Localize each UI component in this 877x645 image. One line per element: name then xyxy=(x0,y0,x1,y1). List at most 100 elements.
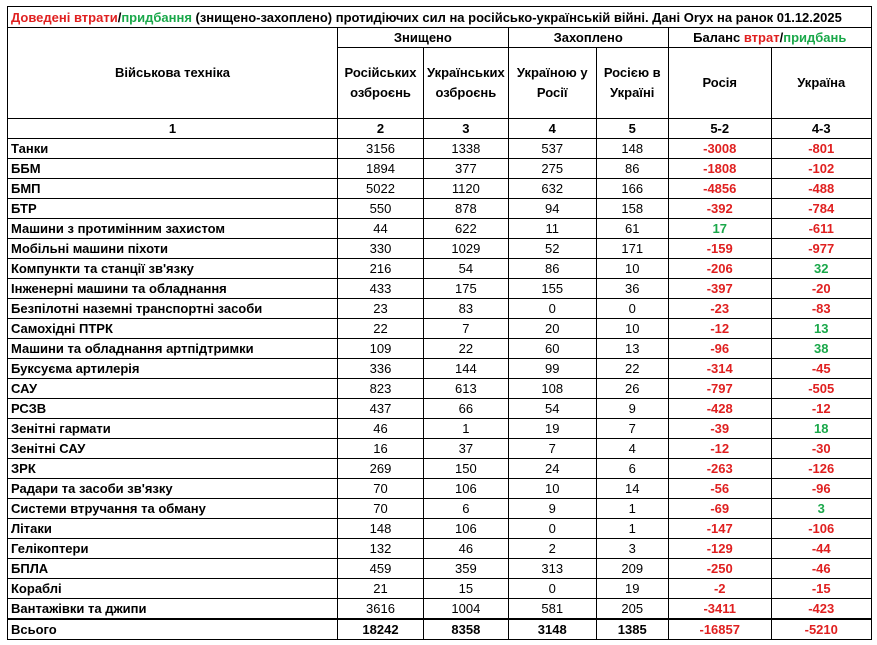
cell-value: 18 xyxy=(770,418,872,439)
row-label: Компункти та станції зв'язку xyxy=(7,258,338,279)
cell-value: 52 xyxy=(507,238,597,259)
row-label: Вантажівки та джипи xyxy=(7,598,338,620)
cell-value: 275 xyxy=(507,158,597,179)
cell-value: -797 xyxy=(667,378,772,399)
cell-value: 7 xyxy=(507,438,597,459)
title-row: Доведені втрати/придбання (знищено-захоп… xyxy=(7,6,872,28)
cell-value: 377 xyxy=(423,158,509,179)
column-number: 5 xyxy=(595,118,669,139)
data-row: Інженерні машини та обладнання 433 175 155 3… xyxy=(7,278,872,299)
cell-value: -423 xyxy=(770,598,872,620)
cell-value: 23 xyxy=(337,298,424,319)
cell-value: -23 xyxy=(667,298,772,319)
data-row: Вантажівки та джипи 3616 1004 581 205 -3411 -4… xyxy=(7,598,872,620)
row-label: Гелікоптери xyxy=(7,538,338,559)
cell-value: 1 xyxy=(595,518,669,539)
cell-value: -263 xyxy=(667,458,772,479)
cell-value: 44 xyxy=(337,218,424,239)
column-header: Росія xyxy=(667,47,772,119)
cell-value: -16857 xyxy=(667,618,772,640)
data-row: Безпілотні наземні транспортні засоби 23 8… xyxy=(7,298,872,319)
cell-value: 60 xyxy=(507,338,597,359)
balance-part: втрат xyxy=(743,30,780,45)
column-header: Українських озброєнь xyxy=(423,47,509,119)
cell-value: 22 xyxy=(423,338,509,359)
column-number: 1 xyxy=(7,118,338,139)
cell-value: -4856 xyxy=(667,178,772,199)
cell-value: 106 xyxy=(423,518,509,539)
data-row: БТР 550 878 94 158 -392 -784 xyxy=(7,198,872,219)
column-number: 4-3 xyxy=(770,118,872,139)
cell-value: 9 xyxy=(507,498,597,519)
cell-value: 8358 xyxy=(423,618,509,640)
cell-value: -505 xyxy=(770,378,872,399)
cell-value: 16 xyxy=(337,438,424,459)
cell-value: 99 xyxy=(507,358,597,379)
cell-value: 21 xyxy=(337,578,424,599)
cell-value: 1894 xyxy=(337,158,424,179)
cell-value: 581 xyxy=(507,598,597,620)
cell-value: 32 xyxy=(770,258,872,279)
cell-value: 433 xyxy=(337,278,424,299)
cell-value: 70 xyxy=(337,498,424,519)
cell-value: -20 xyxy=(770,278,872,299)
data-row: Зенітні САУ 16 37 7 4 -12 -30 xyxy=(7,438,872,459)
data-row: БПЛА 459 359 313 209 -250 -46 xyxy=(7,558,872,579)
cell-value: 878 xyxy=(423,198,509,219)
cell-value: 205 xyxy=(595,598,669,620)
balance-part: / xyxy=(779,30,784,45)
column-number-row: 1 2 3 4 5 5-2 4-3 xyxy=(7,118,872,139)
cell-value: 155 xyxy=(507,278,597,299)
cell-value: 823 xyxy=(337,378,424,399)
data-row: ББМ 1894 377 275 86 -1808 -102 xyxy=(7,158,872,179)
row-label: БПЛА xyxy=(7,558,338,579)
cell-value: 7 xyxy=(423,318,509,339)
cell-value: 0 xyxy=(507,578,597,599)
column-number: 5-2 xyxy=(667,118,772,139)
group-header-row: Військова техніка Знищено Захоплено Баланс … xyxy=(7,27,872,119)
row-label: Зенітні САУ xyxy=(7,438,338,459)
cell-value: 6 xyxy=(423,498,509,519)
cell-value: 38 xyxy=(770,338,872,359)
column-number: 4 xyxy=(507,118,597,139)
cell-value: 144 xyxy=(423,358,509,379)
cell-value: 22 xyxy=(337,318,424,339)
column-header: Росією в Україні xyxy=(595,47,669,119)
title-part: придбання xyxy=(121,9,192,25)
data-row: РСЗВ 437 66 54 9 -428 -12 xyxy=(7,398,872,419)
cell-value: 6 xyxy=(595,458,669,479)
losses-table: Доведені втрати/придбання (знищено-захоп… xyxy=(7,6,872,640)
row-label: Системи втручання та обману xyxy=(7,498,338,519)
data-row: Кораблі 21 15 0 19 -2 -15 xyxy=(7,578,872,599)
cell-value: 22 xyxy=(595,358,669,379)
cell-value: -83 xyxy=(770,298,872,319)
cell-value: 3148 xyxy=(507,618,597,640)
cell-value: 550 xyxy=(337,198,424,219)
cell-value: -314 xyxy=(667,358,772,379)
cell-value: -2 xyxy=(667,578,772,599)
data-row: САУ 823 613 108 26 -797 -505 xyxy=(7,378,872,399)
cell-value: 20 xyxy=(507,318,597,339)
cell-value: 1 xyxy=(595,498,669,519)
cell-value: -250 xyxy=(667,558,772,579)
cell-value: 9 xyxy=(595,398,669,419)
balance-part: придбань xyxy=(783,30,847,45)
cell-value: 537 xyxy=(507,138,597,159)
cell-value: -1808 xyxy=(667,158,772,179)
group-header: Баланс втрат/придбань xyxy=(667,27,872,48)
cell-value: 3 xyxy=(770,498,872,519)
balance-part: Баланс xyxy=(693,30,744,45)
column-header: Україною у Росії xyxy=(507,47,597,119)
cell-value: -5210 xyxy=(770,618,872,640)
total-row: Всього 18242 8358 3148 1385 -16857 -5210 xyxy=(7,618,872,640)
cell-value: 313 xyxy=(507,558,597,579)
cell-value: -488 xyxy=(770,178,872,199)
cell-value: -3008 xyxy=(667,138,772,159)
row-label: Радари та засоби зв'язку xyxy=(7,478,338,499)
row-label: Безпілотні наземні транспортні засоби xyxy=(7,298,338,319)
title-part: Доведені втрати xyxy=(11,9,118,25)
cell-value: -12 xyxy=(667,438,772,459)
cell-value: 1029 xyxy=(423,238,509,259)
cell-value: -126 xyxy=(770,458,872,479)
